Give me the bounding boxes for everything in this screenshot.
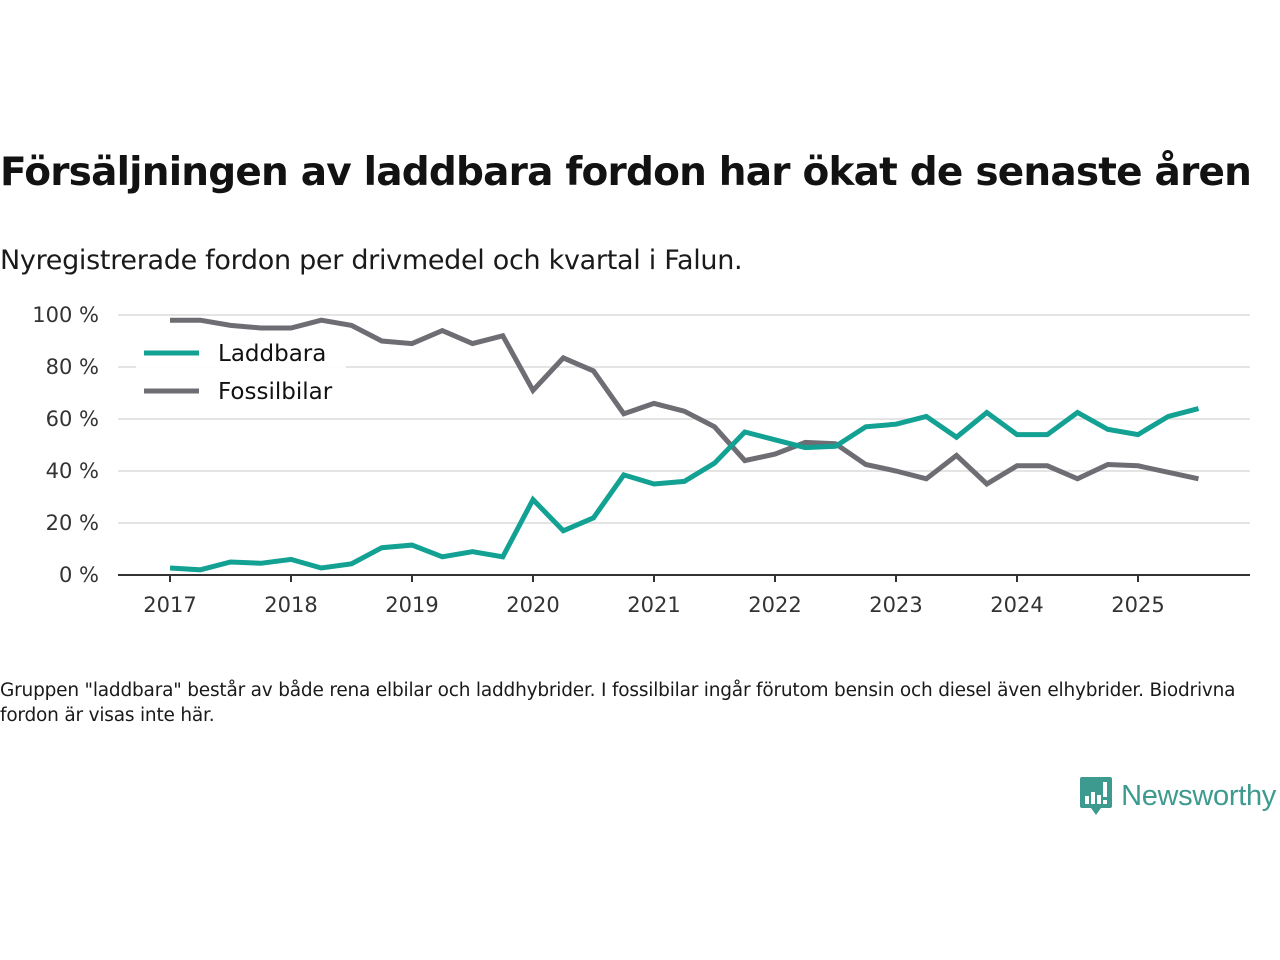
x-tick-label: 2020 [506,593,559,617]
series-line-laddbara [169,406,1200,573]
y-tick-label: 100 % [32,303,99,327]
chart-title: Försäljningen av laddbara fordon har öka… [0,150,1252,195]
bar-chart-speech-bubble-icon [1080,777,1113,815]
chart-subtitle: Nyregistrerade fordon per drivmedel och … [0,245,743,276]
x-tick-label: 2023 [869,593,922,617]
y-tick-label: 60 % [46,407,99,431]
y-tick-label: 80 % [46,355,99,379]
line-chart: 0 % 20 % 40 % 60 % 80 % 100 % 2017 2018 2019 202… [32,303,1250,617]
y-tick-label: 20 % [46,511,99,535]
series-line-fossilbilar [170,317,1200,488]
series-lines [169,317,1200,573]
x-tick-label: 2018 [264,593,317,617]
x-tick-label: 2025 [1111,593,1164,617]
x-tick-label: 2021 [627,593,680,617]
newsworthy-logo[interactable]: Newsworthy [1079,776,1276,816]
y-tick-label: 0 % [59,563,99,587]
legend-label-laddbara: Laddbara [218,341,326,367]
x-tick-label: 2019 [385,593,438,617]
y-tick-label: 40 % [46,459,99,483]
legend-label-fossilbilar: Fossilbilar [218,379,333,405]
x-tick-label: 2017 [143,593,196,617]
x-axis: 2017 2018 2019 2020 2021 2022 2023 2024 2025 [118,574,1250,617]
x-tick-label: 2024 [990,593,1043,617]
legend-background [136,335,346,410]
legend: Laddbara Fossilbilar [136,335,346,410]
x-tick-label: 2022 [748,593,801,617]
footnote: Gruppen "laddbara" består av både rena e… [0,680,1236,726]
y-axis-labels: 0 % 20 % 40 % 60 % 80 % 100 % [32,303,99,587]
brand-name: Newsworthy [1121,779,1276,812]
